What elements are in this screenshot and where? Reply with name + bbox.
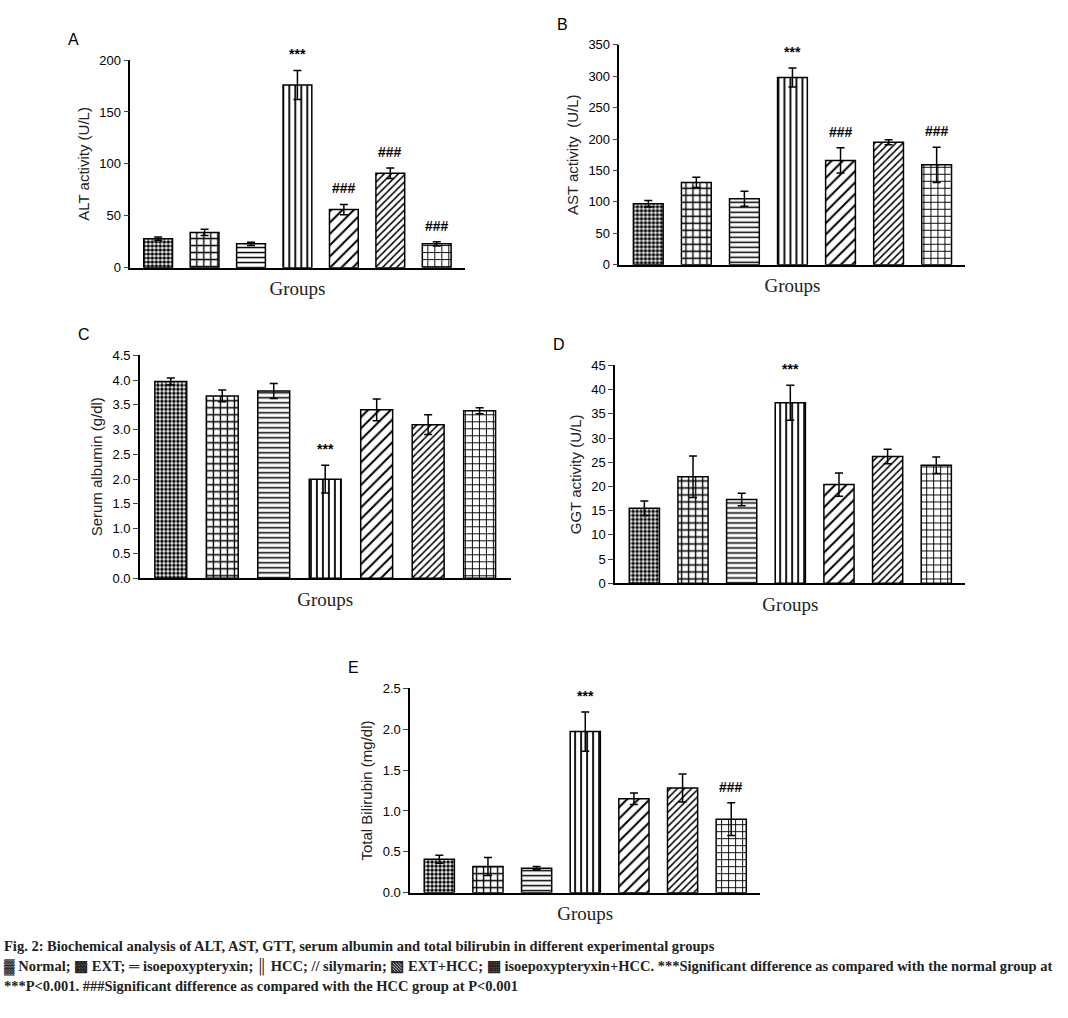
svg-text:2.0: 2.0	[383, 722, 401, 737]
svg-text:3.5: 3.5	[112, 397, 130, 412]
svg-text:Total Bilirubin (mg/dl): Total Bilirubin (mg/dl)	[358, 720, 375, 860]
svg-text:2.0: 2.0	[112, 472, 130, 487]
svg-text:C: C	[78, 326, 90, 343]
svg-text:###: ###	[425, 218, 449, 234]
html-text:Fig. 2: Biochemical analysis o: Fig. 2: Biochemical analysis of ALT, AST…	[4, 938, 715, 954]
svg-text:A: A	[68, 31, 79, 48]
svg-text:E: E	[348, 659, 359, 676]
svg-text:###: ###	[719, 779, 743, 795]
svg-text:20: 20	[591, 479, 605, 494]
svg-text:###: ###	[378, 144, 402, 160]
svg-text:***: ***	[317, 441, 334, 457]
svg-text:30: 30	[591, 431, 605, 446]
svg-text:350: 350	[588, 37, 610, 52]
svg-text:2.5: 2.5	[383, 681, 401, 696]
svg-text:AST activity (U/L): AST activity (U/L)	[564, 94, 581, 215]
svg-text:1.0: 1.0	[383, 803, 401, 818]
svg-text:###: ###	[332, 180, 356, 196]
svg-text:Groups: Groups	[762, 594, 818, 615]
svg-text:B: B	[557, 16, 568, 33]
svg-text:2.5: 2.5	[112, 447, 130, 462]
svg-text:1.5: 1.5	[383, 763, 401, 778]
svg-text:1.0: 1.0	[112, 521, 130, 536]
svg-text:0.5: 0.5	[383, 844, 401, 859]
svg-text:Groups: Groups	[297, 589, 353, 610]
svg-text:0.0: 0.0	[112, 571, 130, 586]
svg-text:5: 5	[599, 552, 606, 567]
svg-text:###: ###	[829, 124, 853, 140]
svg-text:300: 300	[588, 69, 610, 84]
svg-text:Groups: Groups	[764, 275, 820, 296]
svg-text:4.0: 4.0	[112, 373, 130, 388]
svg-text:45: 45	[591, 358, 605, 373]
svg-text:***: ***	[784, 44, 801, 60]
svg-text:0.0: 0.0	[383, 885, 401, 900]
svg-text:100: 100	[588, 194, 610, 209]
svg-text:4.5: 4.5	[112, 348, 130, 363]
svg-text:ALT activity (U/L): ALT activity (U/L)	[75, 107, 92, 221]
svg-text:###: ###	[925, 123, 949, 139]
svg-text:150: 150	[99, 105, 121, 120]
svg-text:***: ***	[577, 688, 594, 704]
svg-text:0: 0	[603, 257, 610, 272]
svg-text:1.5: 1.5	[112, 496, 130, 511]
svg-text:150: 150	[588, 163, 610, 178]
svg-text:200: 200	[99, 53, 121, 68]
svg-text:35: 35	[591, 406, 605, 421]
svg-text:Groups: Groups	[557, 903, 613, 924]
svg-text:250: 250	[588, 100, 610, 115]
svg-text:40: 40	[591, 382, 605, 397]
svg-text:Groups: Groups	[269, 278, 325, 299]
svg-text:50: 50	[106, 208, 120, 223]
svg-text:Serum albumin (g/dl): Serum albumin (g/dl)	[88, 397, 105, 536]
svg-text:***: ***	[782, 361, 799, 377]
svg-text:25: 25	[591, 455, 605, 470]
svg-text:0: 0	[599, 576, 606, 591]
svg-text:15: 15	[591, 503, 605, 518]
svg-text:3.0: 3.0	[112, 422, 130, 437]
svg-text:0.5: 0.5	[112, 546, 130, 561]
svg-text:GGT activity (U/L): GGT activity (U/L)	[567, 415, 584, 535]
html-text:▓ Normal; ▩ EXT; ═ isoepoxypte: ▓ Normal; ▩ EXT; ═ isoepoxypteryxin; ║ H…	[4, 958, 1053, 994]
svg-text:***: ***	[289, 46, 306, 62]
svg-text:10: 10	[591, 527, 605, 542]
svg-text:D: D	[553, 336, 565, 353]
svg-text:200: 200	[588, 132, 610, 147]
svg-text:50: 50	[596, 226, 610, 241]
svg-text:0: 0	[114, 260, 121, 275]
svg-text:100: 100	[99, 156, 121, 171]
